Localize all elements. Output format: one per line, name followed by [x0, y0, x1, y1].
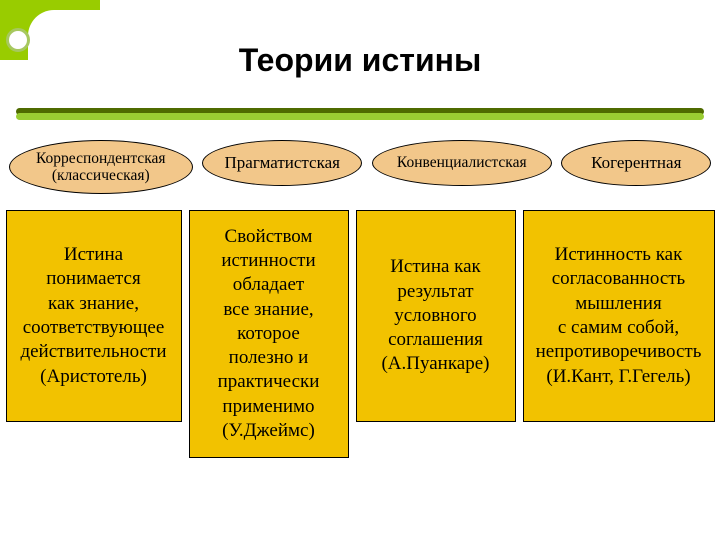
- description-box-2: Истина как результат условного соглашени…: [356, 210, 516, 422]
- theory-oval-label: Корреспондентская: [36, 150, 166, 167]
- slide-title: Теории истины: [0, 42, 720, 79]
- underline-light: [16, 113, 704, 120]
- theory-oval-2: Конвенциалистская: [372, 140, 552, 186]
- theory-oval-0: Корреспондентская(классическая): [9, 140, 193, 194]
- description-box-3: Истинность как согласованность мышления …: [523, 210, 715, 422]
- theory-oval-3: Когерентная: [561, 140, 711, 186]
- theory-oval-label: Когерентная: [591, 154, 681, 173]
- theory-oval-label: Прагматистская: [225, 154, 340, 173]
- theory-oval-label: Конвенциалистская: [397, 154, 527, 171]
- description-boxes-row: Истина понимается как знание, соответств…: [0, 210, 720, 458]
- description-box-1: Свойством истинности обладает все знание…: [189, 210, 349, 458]
- theory-oval-label: (классическая): [52, 167, 150, 184]
- theory-oval-1: Прагматистская: [202, 140, 362, 186]
- theory-ovals-row: Корреспондентская(классическая) Прагматис…: [0, 140, 720, 194]
- description-box-0: Истина понимается как знание, соответств…: [6, 210, 182, 422]
- title-underline: [16, 108, 704, 120]
